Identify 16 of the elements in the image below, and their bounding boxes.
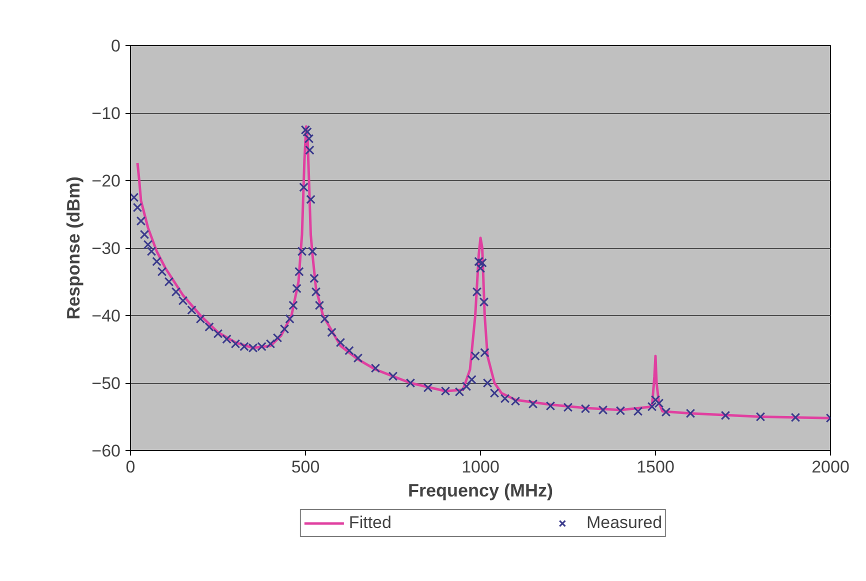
x-axis-title: Frequency (MHz)	[408, 480, 554, 500]
y-tick-label: −30	[92, 239, 121, 258]
y-axis-title: Response (dBm)	[64, 176, 84, 320]
legend-label: Measured	[586, 513, 662, 533]
x-tick-label: 500	[291, 458, 320, 476]
x-tick-label: 2000	[812, 458, 850, 476]
x-tick-label: 1500	[636, 458, 674, 476]
y-tick-label: 0	[111, 36, 121, 56]
y-tick-label: −50	[92, 374, 121, 393]
legend-label: Fitted	[348, 513, 392, 533]
y-tick-label: −60	[92, 442, 121, 460]
x-tick-label: 0	[126, 458, 136, 476]
x-tick-label: 1000	[462, 458, 500, 476]
y-tick-label: −40	[92, 306, 121, 326]
y-tick-label: −20	[92, 172, 121, 190]
y-tick-label: −10	[92, 104, 121, 123]
